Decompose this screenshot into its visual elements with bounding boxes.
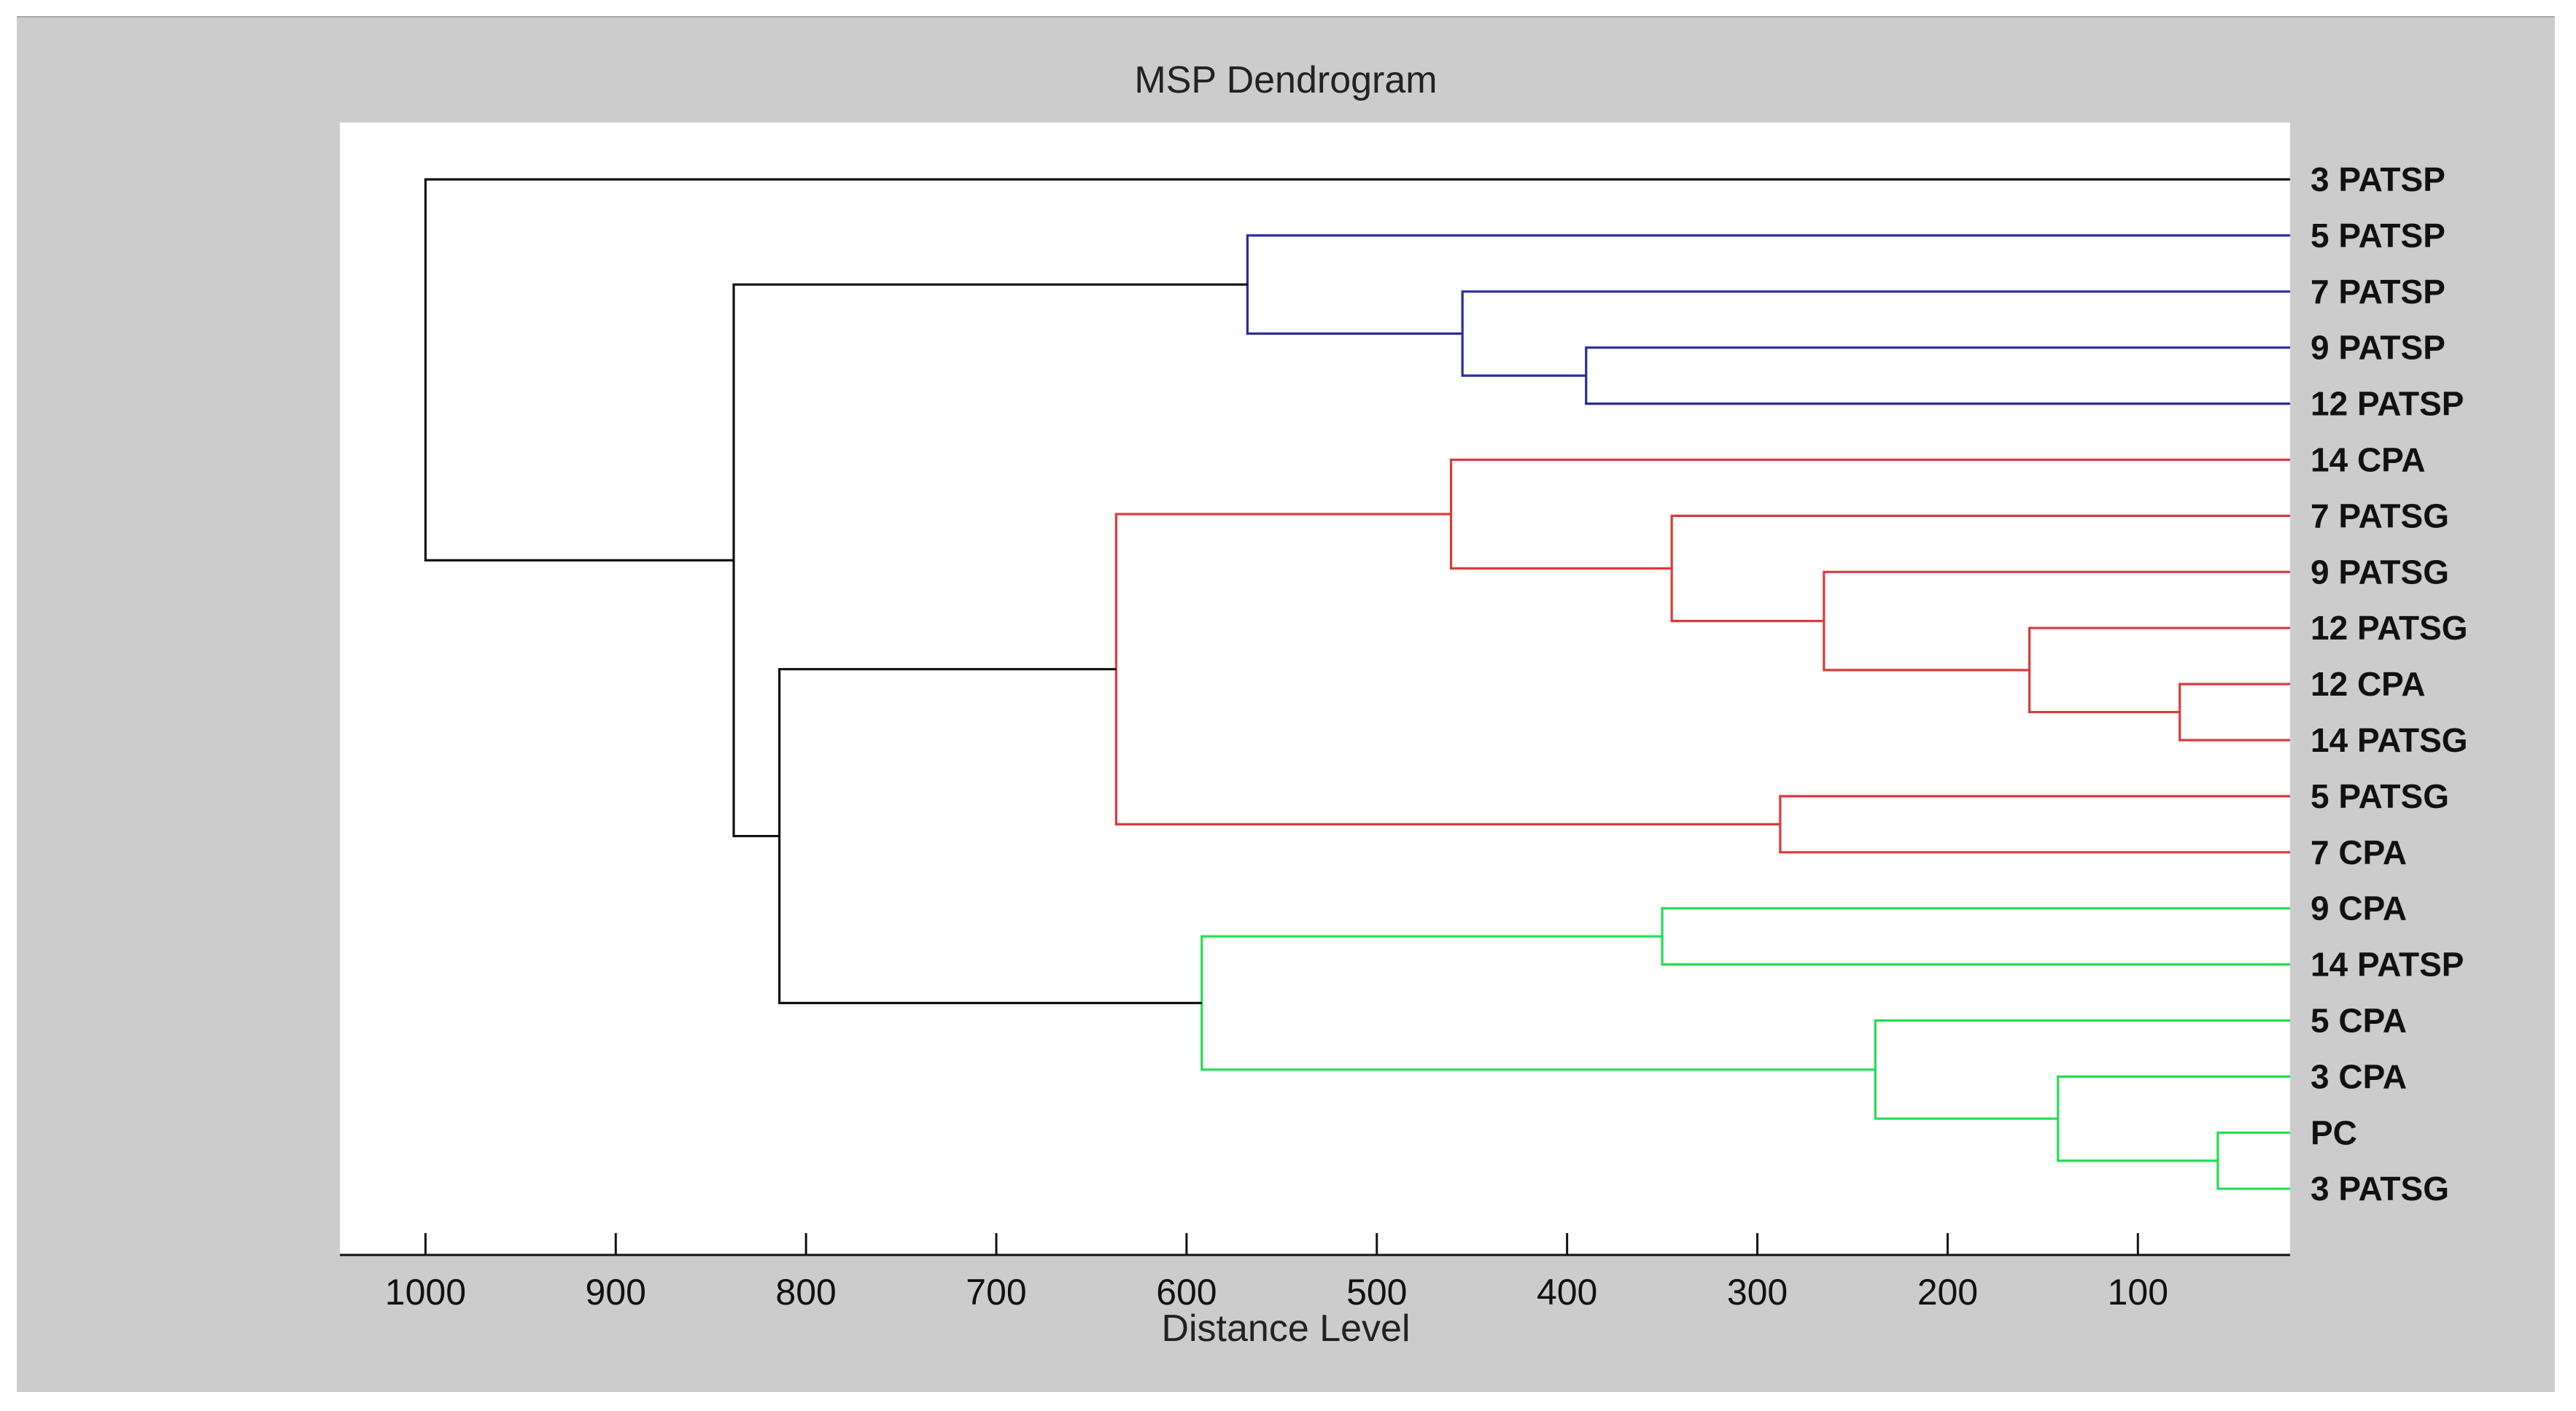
dendrogram-links <box>424 178 2290 1190</box>
leaf-label: 5 CPA <box>2311 1002 2407 1040</box>
cluster-link-r5 <box>1449 458 2290 570</box>
cluster-link-r7 <box>1114 513 1780 825</box>
cluster-link-b1 <box>1585 346 2290 405</box>
chart-frame: MSP Dendrogram Distance Level 1000 900 800… <box>17 16 2555 1392</box>
chart-title: MSP Dendrogram <box>1134 59 1438 101</box>
x-tick-label: 800 <box>775 1272 836 1313</box>
x-tick-label: 1000 <box>385 1272 466 1313</box>
leaf-label: 7 CPA <box>2311 833 2407 871</box>
leaf-label: 14 PATSG <box>2311 721 2468 759</box>
x-tick-label: 400 <box>1537 1272 1597 1313</box>
x-tick-label: 200 <box>1917 1272 1978 1313</box>
leaf-label: 5 PATSP <box>2311 217 2445 254</box>
cluster-link-g2 <box>2216 1131 2290 1190</box>
x-axis-label: Distance Level <box>1161 1307 1411 1350</box>
plot-area <box>340 123 2290 1255</box>
x-tick-label: 300 <box>1727 1272 1788 1313</box>
leaf-label: PC <box>2311 1113 2357 1151</box>
leaf-label: 3 PATSG <box>2311 1170 2449 1208</box>
x-tick-label: 700 <box>966 1272 1026 1313</box>
cluster-link-g1 <box>1661 907 2290 966</box>
dendrogram-svg: 1000 900 800 700 600 500 400 300 200 100 3 PATSP 5… <box>340 160 2468 1313</box>
leaf-label: 7 PATSG <box>2311 497 2449 535</box>
x-tick-label: 600 <box>1156 1272 1217 1313</box>
cluster-link-r3 <box>1823 570 2290 672</box>
leaf-label: 14 PATSP <box>2311 946 2464 984</box>
leaf-label: 9 PATSP <box>2311 329 2445 367</box>
leaf-label: 9 PATSG <box>2311 553 2449 591</box>
leaf-label: 12 PATSG <box>2311 609 2468 647</box>
cluster-link-r1 <box>2179 683 2290 742</box>
leaf-label: 5 PATSG <box>2311 777 2449 815</box>
leaf-labels: 3 PATSP 5 PATSP 7 PATSP 9 PATSP 12 PATSP 14 C… <box>2311 160 2468 1208</box>
leaf-label: 3 PATSP <box>2311 160 2445 198</box>
cluster-link-g5 <box>1200 935 1876 1071</box>
cluster-link-r2 <box>2028 626 2290 714</box>
leaf-label: 7 PATSP <box>2311 273 2445 311</box>
x-tick-label: 500 <box>1346 1272 1407 1313</box>
cluster-link-r4 <box>1670 514 2290 623</box>
x-tick-label: 100 <box>2108 1272 2168 1313</box>
cluster-link-k1 <box>778 668 1202 1005</box>
cluster-link-g3 <box>2057 1075 2290 1162</box>
leaf-label: 12 PATSP <box>2311 385 2464 423</box>
leaf-label: 14 CPA <box>2311 441 2426 479</box>
leaf-label: 12 CPA <box>2311 665 2426 703</box>
x-axis: 1000 900 800 700 600 500 400 300 200 100 <box>340 1233 2290 1313</box>
cluster-link-r6 <box>1779 795 2290 854</box>
cluster-link-g4 <box>1874 1019 2290 1120</box>
x-tick-label: 900 <box>586 1272 646 1313</box>
cluster-link-b3 <box>1246 234 2290 335</box>
cluster-link-k3 <box>424 178 2290 561</box>
leaf-label: 3 CPA <box>2311 1057 2407 1095</box>
leaf-label: 9 CPA <box>2311 890 2407 928</box>
cluster-link-k2 <box>732 283 1248 838</box>
